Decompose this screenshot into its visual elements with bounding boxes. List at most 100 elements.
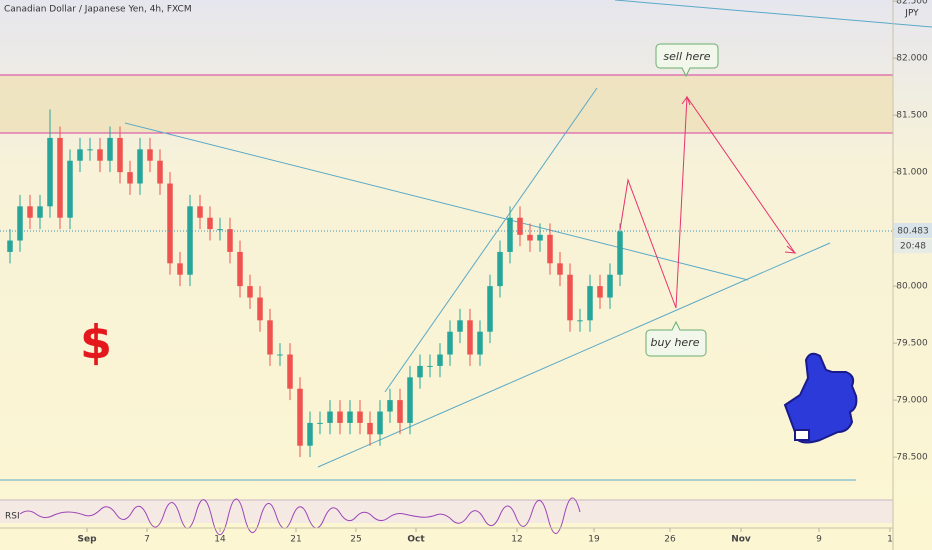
candle-body	[337, 411, 343, 423]
x-tick-label: Sep	[77, 535, 97, 545]
resistance-zone	[0, 75, 893, 133]
candle-body	[477, 331, 483, 355]
candle-body	[207, 217, 213, 230]
candle-body	[77, 149, 83, 161]
candle-body	[267, 320, 273, 355]
candle-body	[117, 137, 123, 173]
y-tick-label: 82.500	[896, 0, 928, 7]
currency-label: JPY	[904, 9, 919, 19]
candle-body	[227, 229, 233, 252]
candle-body	[617, 231, 623, 275]
thumb-shape	[783, 352, 858, 444]
candle-body	[27, 206, 33, 218]
candle-body	[107, 137, 113, 161]
y-tick-label: 80.000	[896, 282, 928, 292]
candle-body	[197, 206, 203, 218]
candle-body	[157, 160, 163, 184]
candle-body	[407, 377, 413, 423]
candle-body	[177, 263, 183, 275]
x-tick-label: Nov	[731, 535, 751, 545]
candle-body	[137, 149, 143, 184]
candle-body	[397, 400, 403, 423]
candle-body	[167, 183, 173, 264]
candle-body	[387, 400, 393, 412]
candle-body	[577, 320, 583, 322]
candle-body	[87, 149, 93, 151]
candle-body	[187, 206, 193, 275]
y-tick-label: 79.000	[896, 396, 928, 406]
candle-body	[57, 137, 63, 218]
x-tick-label: 21	[290, 535, 301, 545]
candle-body	[237, 251, 243, 287]
sell-callout: sell here	[655, 43, 719, 78]
callout-box	[655, 43, 719, 78]
buy-callout: buy here	[645, 320, 707, 357]
candle-body	[67, 160, 73, 218]
x-tick-label: 1	[887, 535, 893, 545]
candle-body	[317, 422, 323, 424]
x-tick-label: Oct	[407, 535, 425, 545]
candle-body	[287, 354, 293, 389]
x-tick-label: 19	[588, 535, 600, 545]
last-time: 20:48	[900, 242, 926, 252]
thumb-cuff	[794, 429, 810, 441]
candle-body	[567, 274, 573, 321]
candle-body	[497, 251, 503, 287]
candle-body	[447, 331, 453, 355]
chart-title: Canadian Dollar / Japanese Yen, 4h, FXCM	[4, 5, 192, 15]
thumbs-up-icon	[783, 352, 858, 444]
candle-body	[147, 149, 153, 161]
candle-body	[547, 234, 553, 264]
candle-body	[347, 411, 353, 423]
trend-line	[124, 122, 749, 281]
candle-body	[357, 411, 363, 423]
candle-body	[247, 286, 253, 298]
candle-body	[507, 217, 513, 252]
candle-body	[527, 234, 533, 241]
trend-line	[384, 87, 598, 393]
last-price-tag	[894, 223, 932, 239]
x-tick-label: 9	[816, 535, 822, 545]
candle-body	[377, 411, 383, 435]
x-tick-label: 7	[144, 535, 150, 545]
candle-body	[297, 388, 303, 446]
candle-body	[517, 217, 523, 235]
rsi-pane	[0, 500, 893, 523]
candle-body	[487, 286, 493, 332]
arrow-head	[784, 245, 797, 254]
trend-line	[317, 242, 831, 468]
x-tick-label: 14	[214, 535, 226, 545]
arrow-head	[681, 95, 691, 106]
last-price: 80.483	[897, 227, 929, 237]
annotation: sell here	[663, 50, 710, 63]
candles	[7, 109, 623, 458]
trend-line	[614, 0, 932, 28]
candle-body	[217, 229, 223, 231]
candle-body	[587, 286, 593, 321]
candle-body	[127, 172, 133, 184]
candle-body	[257, 297, 263, 321]
candle-body	[417, 365, 423, 378]
candle-body	[437, 354, 443, 366]
candle-body	[557, 263, 563, 275]
x-tick-label: 26	[664, 535, 676, 545]
last-time-tag	[894, 239, 932, 254]
indicator-label: RSI	[5, 512, 20, 522]
y-tick-label: 81.500	[896, 111, 928, 121]
candle-body	[97, 149, 103, 161]
candle-body	[327, 411, 333, 423]
x-tick-label: 12	[511, 535, 522, 545]
candle-body	[597, 286, 603, 298]
dollar-sign: $	[80, 316, 112, 370]
axes: 82.50082.00081.50081.00080.50080.00079.5…	[77, 0, 932, 545]
candle-body	[427, 365, 433, 367]
rsi-line	[19, 497, 581, 536]
candle-body	[17, 206, 23, 241]
y-tick-label: 78.500	[896, 453, 928, 463]
candle-body	[457, 320, 463, 332]
candle-body	[47, 137, 53, 207]
candle-body	[467, 320, 473, 355]
candle-body	[307, 422, 313, 446]
